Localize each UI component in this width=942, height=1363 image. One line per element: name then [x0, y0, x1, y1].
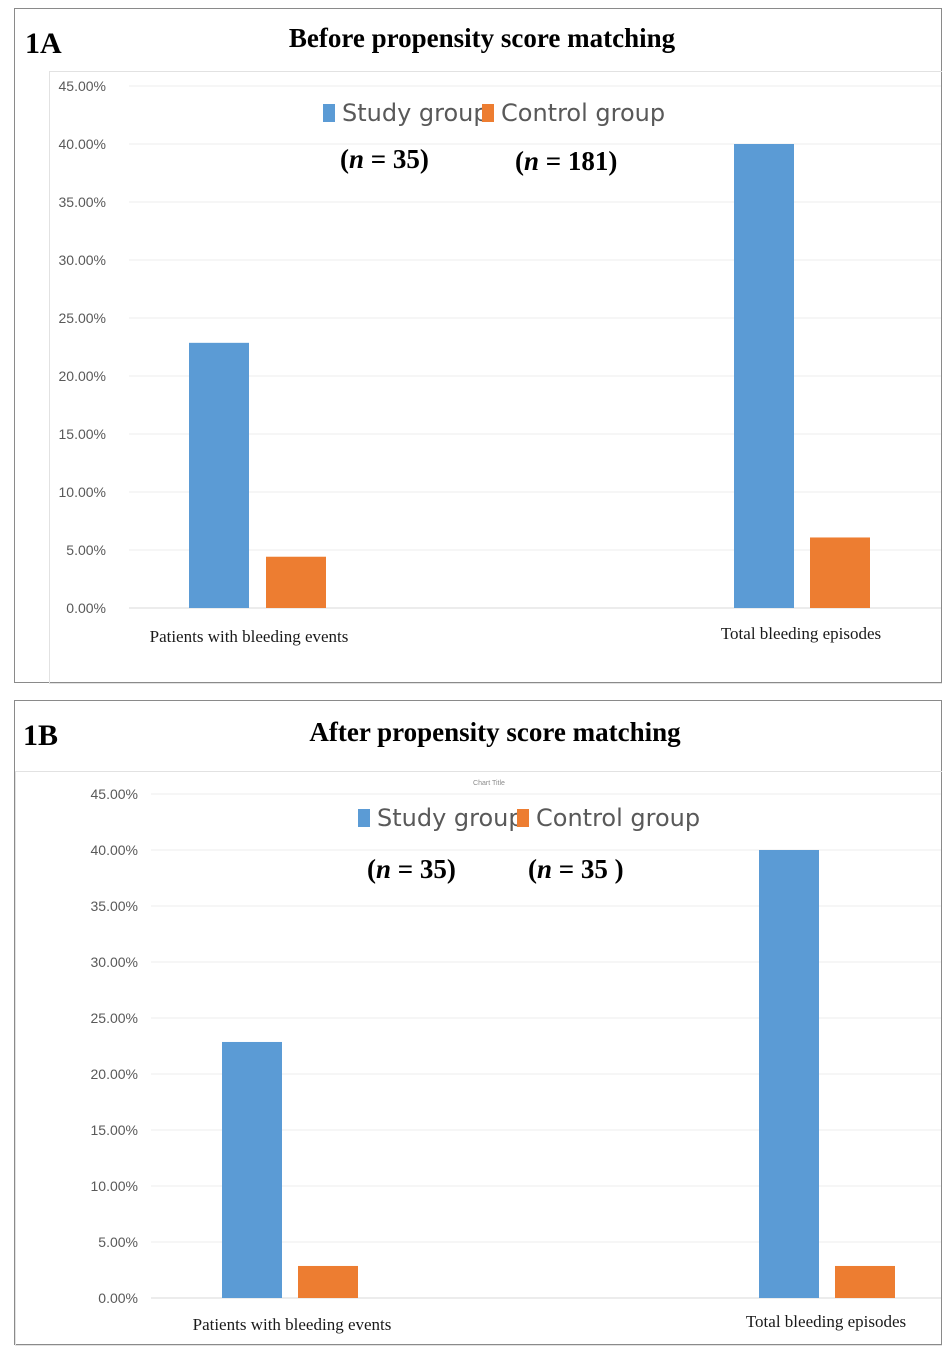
legend-swatch: [482, 104, 494, 122]
x-category-label: Total bleeding episodes: [746, 1312, 906, 1331]
bar-study-episodes: [734, 144, 794, 608]
y-tick-label: 30.00%: [59, 252, 106, 268]
y-tick-label: 0.00%: [98, 1290, 138, 1306]
y-tick-label: 0.00%: [66, 600, 106, 616]
bar-chart-1b: 0.00% 5.00% 10.00% 15.00% 20.00% 25.00% 30.00%…: [91, 780, 941, 1334]
legend-label: Study group: [342, 99, 489, 127]
y-tick-label: 30.00%: [91, 954, 138, 970]
legend-label: Control group: [536, 804, 700, 832]
legend-swatch: [517, 809, 529, 827]
chart-panel-1a: 1A Before propensity score matching 0.00…: [14, 8, 942, 684]
inner-chart-title: Chart Title: [473, 780, 505, 787]
y-tick-label: 20.00%: [59, 368, 106, 384]
x-category-label: Total bleeding episodes: [721, 624, 881, 643]
bar-control-episodes: [835, 1265, 895, 1298]
chart-panel-1b: 1B After propensity score matching 0.00%…: [14, 700, 942, 1346]
bar-study-patients: [222, 1041, 282, 1298]
legend-label: Control group: [501, 99, 665, 127]
sample-size-label: (n = 181): [515, 146, 617, 176]
bar-control-patients: [298, 1265, 358, 1298]
bar-study-patients: [189, 342, 249, 608]
y-tick-label: 5.00%: [98, 1234, 138, 1250]
y-tick-label: 25.00%: [59, 310, 106, 326]
y-tick-label: 15.00%: [91, 1122, 138, 1138]
y-tick-label: 40.00%: [91, 842, 138, 858]
x-category-label: Patients with bleeding events: [150, 627, 349, 646]
x-category-label: Patients with bleeding events: [193, 1315, 392, 1334]
plot-area: [15, 771, 942, 1346]
y-tick-label: 20.00%: [91, 1066, 138, 1082]
chart-title: After propensity score matching: [309, 717, 681, 747]
y-tick-label: 10.00%: [91, 1178, 138, 1194]
bar-control-patients: [266, 556, 326, 608]
legend-label: Study group: [377, 804, 524, 832]
y-tick-label: 15.00%: [59, 426, 106, 442]
panel-label: 1B: [23, 719, 59, 752]
bar-study-episodes: [759, 850, 819, 1298]
y-tick-label: 40.00%: [59, 136, 106, 152]
y-tick-label: 45.00%: [59, 78, 106, 94]
bar-control-episodes: [810, 537, 870, 608]
legend-swatch: [358, 809, 370, 827]
sample-size-label: (n = 35 ): [528, 854, 624, 884]
y-tick-label: 35.00%: [59, 194, 106, 210]
sample-size-label: (n = 35): [340, 144, 429, 174]
y-tick-label: 10.00%: [59, 484, 106, 500]
panel-label: 1A: [25, 27, 62, 60]
plot-area: [49, 71, 942, 684]
bar-chart-1a: 0.00% 5.00% 10.00% 15.00% 20.00% 25.00% 30.00%…: [59, 78, 941, 646]
legend-swatch: [323, 104, 335, 122]
y-tick-label: 35.00%: [91, 898, 138, 914]
chart-title: Before propensity score matching: [288, 23, 676, 53]
y-tick-label: 5.00%: [66, 542, 106, 558]
y-tick-label: 45.00%: [91, 786, 138, 802]
sample-size-label: (n = 35): [367, 854, 456, 884]
y-tick-label: 25.00%: [91, 1010, 138, 1026]
